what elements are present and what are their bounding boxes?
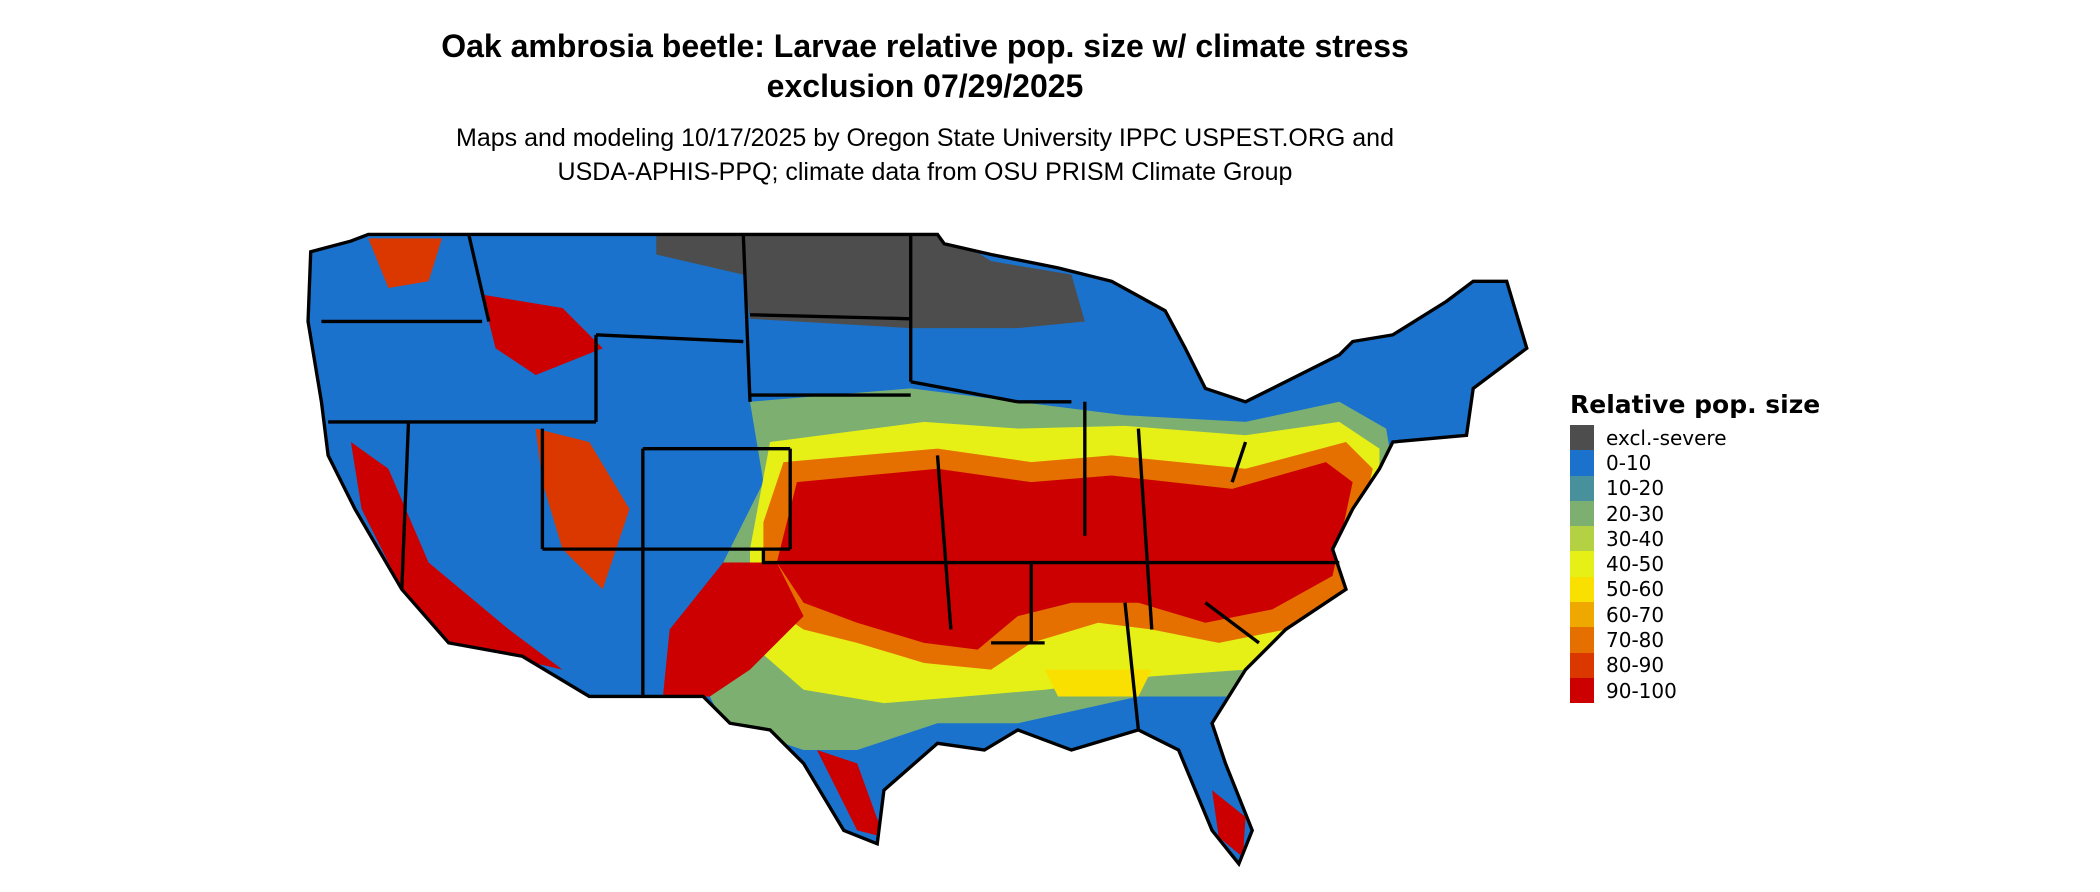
legend-label: excl.-severe xyxy=(1606,425,1727,450)
legend: Relative pop. size excl.-severe 0-10 10-20… xyxy=(1570,390,1821,704)
legend-label: 30-40 xyxy=(1606,526,1665,551)
legend-swatch xyxy=(1570,677,1594,704)
legend-title: Relative pop. size xyxy=(1570,390,1821,419)
legend-item: 70-80 xyxy=(1570,627,1820,653)
legend-swatch xyxy=(1570,576,1594,603)
region-90-100-tx xyxy=(816,750,884,838)
region-90-100-fl xyxy=(1212,790,1246,858)
legend-items: excl.-severe 0-10 10-20 20-30 30-40 40-50 50-6… xyxy=(1570,425,1820,704)
legend-label: 0-10 xyxy=(1606,450,1652,475)
legend-item: 50-60 xyxy=(1570,576,1820,603)
legend-swatch xyxy=(1570,500,1594,527)
legend-item: excl.-severe xyxy=(1570,425,1820,451)
legend-item: 80-90 xyxy=(1570,652,1820,678)
region-90-100-sw xyxy=(662,562,804,697)
legend-item: 40-50 xyxy=(1570,551,1820,577)
map-title-line1: Oak ambrosia beetle: Larvae relative pop… xyxy=(441,28,1409,64)
region-80-90-wa xyxy=(368,238,442,288)
legend-item: 20-30 xyxy=(1570,500,1820,527)
legend-swatch xyxy=(1570,602,1594,628)
legend-item: 60-70 xyxy=(1570,602,1820,628)
legend-item: 30-40 xyxy=(1570,526,1820,552)
region-50-60 xyxy=(1044,669,1152,697)
legend-swatch xyxy=(1570,475,1594,501)
legend-item: 10-20 xyxy=(1570,475,1820,501)
map-subtitle-line1: Maps and modeling 10/17/2025 by Oregon S… xyxy=(456,124,1394,152)
legend-swatch xyxy=(1570,627,1594,653)
legend-swatch xyxy=(1570,551,1594,577)
legend-label: 80-90 xyxy=(1606,653,1665,678)
legend-label: 10-20 xyxy=(1606,476,1665,501)
legend-swatch xyxy=(1570,652,1594,678)
state-borders xyxy=(306,232,1529,866)
map-title-line2: exclusion 07/29/2025 xyxy=(766,68,1084,104)
region-90-100-ca xyxy=(350,441,563,670)
legend-label: 20-30 xyxy=(1606,501,1665,526)
region-90-100 xyxy=(776,462,1353,650)
region-90-100-id xyxy=(482,294,603,376)
legend-label: 50-60 xyxy=(1606,577,1665,602)
map-subtitle-line2: USDA-APHIS-PPQ; climate data from OSU PR… xyxy=(557,158,1293,186)
legend-item: 90-100 xyxy=(1570,677,1820,704)
legend-item: 0-10 xyxy=(1570,450,1820,476)
legend-label: 60-70 xyxy=(1606,602,1665,627)
legend-swatch xyxy=(1570,425,1594,451)
legend-swatch xyxy=(1570,450,1594,476)
legend-label: 90-100 xyxy=(1606,678,1677,703)
legend-label: 40-50 xyxy=(1606,552,1665,577)
legend-swatch xyxy=(1570,526,1594,552)
legend-label: 70-80 xyxy=(1606,628,1665,653)
